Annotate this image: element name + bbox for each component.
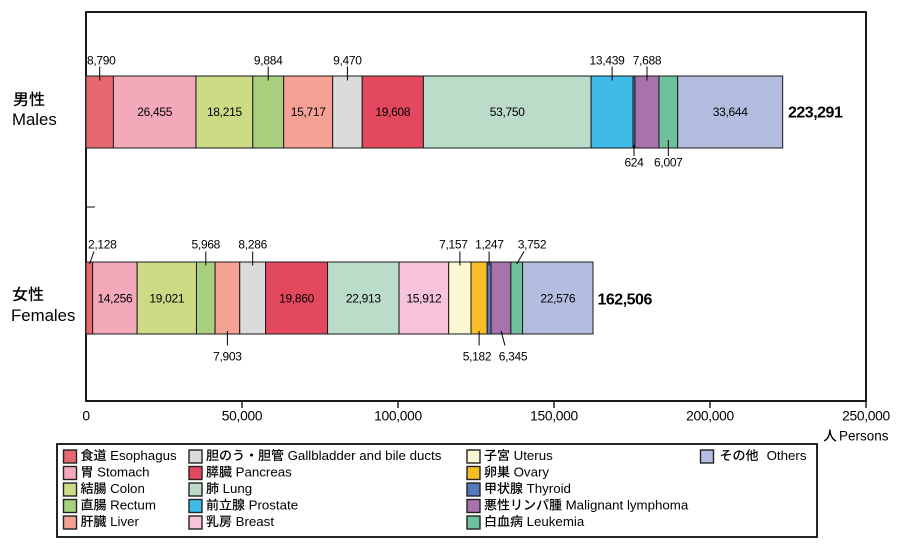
svg-text:3,752: 3,752: [518, 238, 547, 252]
svg-text:Rectum: Rectum: [110, 498, 156, 513]
svg-text:7,903: 7,903: [213, 350, 242, 364]
svg-text:14,256: 14,256: [97, 292, 133, 306]
svg-text:18,215: 18,215: [207, 105, 243, 119]
svg-text:Prostate: Prostate: [249, 498, 299, 513]
svg-text:250,000: 250,000: [842, 409, 890, 424]
svg-text:33,644: 33,644: [713, 105, 749, 119]
svg-text:624: 624: [624, 156, 644, 170]
svg-text:Liver: Liver: [110, 514, 139, 529]
svg-text:9,470: 9,470: [333, 54, 362, 68]
svg-text:22,913: 22,913: [346, 292, 382, 306]
svg-text:9,884: 9,884: [254, 54, 283, 68]
svg-text:Lung: Lung: [223, 481, 253, 496]
svg-text:Breast: Breast: [236, 514, 275, 529]
svg-text:Gallbladder and bile ducts: Gallbladder and bile ducts: [288, 448, 442, 463]
svg-text:Esophagus: Esophagus: [110, 448, 177, 463]
svg-text:26,455: 26,455: [137, 105, 173, 119]
svg-text:Males: Males: [12, 110, 57, 129]
svg-text:Persons: Persons: [839, 429, 889, 444]
svg-text:Females: Females: [11, 306, 75, 325]
svg-text:Colon: Colon: [110, 481, 145, 496]
svg-text:6,007: 6,007: [654, 156, 683, 170]
svg-text:223,291: 223,291: [788, 105, 843, 122]
svg-text:8,286: 8,286: [238, 238, 267, 252]
svg-text:1,247: 1,247: [475, 238, 504, 252]
svg-text:Uterus: Uterus: [514, 448, 554, 463]
svg-text:2,128: 2,128: [88, 238, 117, 252]
svg-text:Malignant lymphoma: Malignant lymphoma: [566, 498, 689, 513]
svg-text:7,688: 7,688: [633, 54, 662, 68]
svg-text:Thyroid: Thyroid: [527, 481, 571, 496]
svg-text:0: 0: [82, 409, 90, 424]
svg-text:Ovary: Ovary: [514, 465, 550, 480]
svg-text:5,182: 5,182: [463, 350, 492, 364]
svg-text:200,000: 200,000: [686, 409, 734, 424]
svg-text:6,345: 6,345: [499, 350, 528, 364]
svg-text:Leukemia: Leukemia: [527, 514, 585, 529]
svg-text:Stomach: Stomach: [97, 465, 149, 480]
svg-text:150,000: 150,000: [530, 409, 578, 424]
svg-text:Pancreas: Pancreas: [236, 465, 293, 480]
svg-text:53,750: 53,750: [490, 105, 526, 119]
svg-text:13,439: 13,439: [590, 54, 626, 68]
svg-text:Others: Others: [767, 448, 807, 463]
svg-text:5,968: 5,968: [192, 238, 221, 252]
svg-text:19,860: 19,860: [279, 292, 315, 306]
svg-text:7,157: 7,157: [439, 238, 468, 252]
svg-text:15,912: 15,912: [406, 292, 442, 306]
svg-text:15,717: 15,717: [291, 105, 327, 119]
svg-text:8,790: 8,790: [87, 54, 116, 68]
svg-text:19,021: 19,021: [149, 292, 185, 306]
svg-text:50,000: 50,000: [222, 409, 263, 424]
svg-text:100,000: 100,000: [374, 409, 422, 424]
svg-text:22,576: 22,576: [540, 292, 576, 306]
svg-text:162,506: 162,506: [598, 292, 653, 309]
svg-text:19,608: 19,608: [375, 105, 411, 119]
